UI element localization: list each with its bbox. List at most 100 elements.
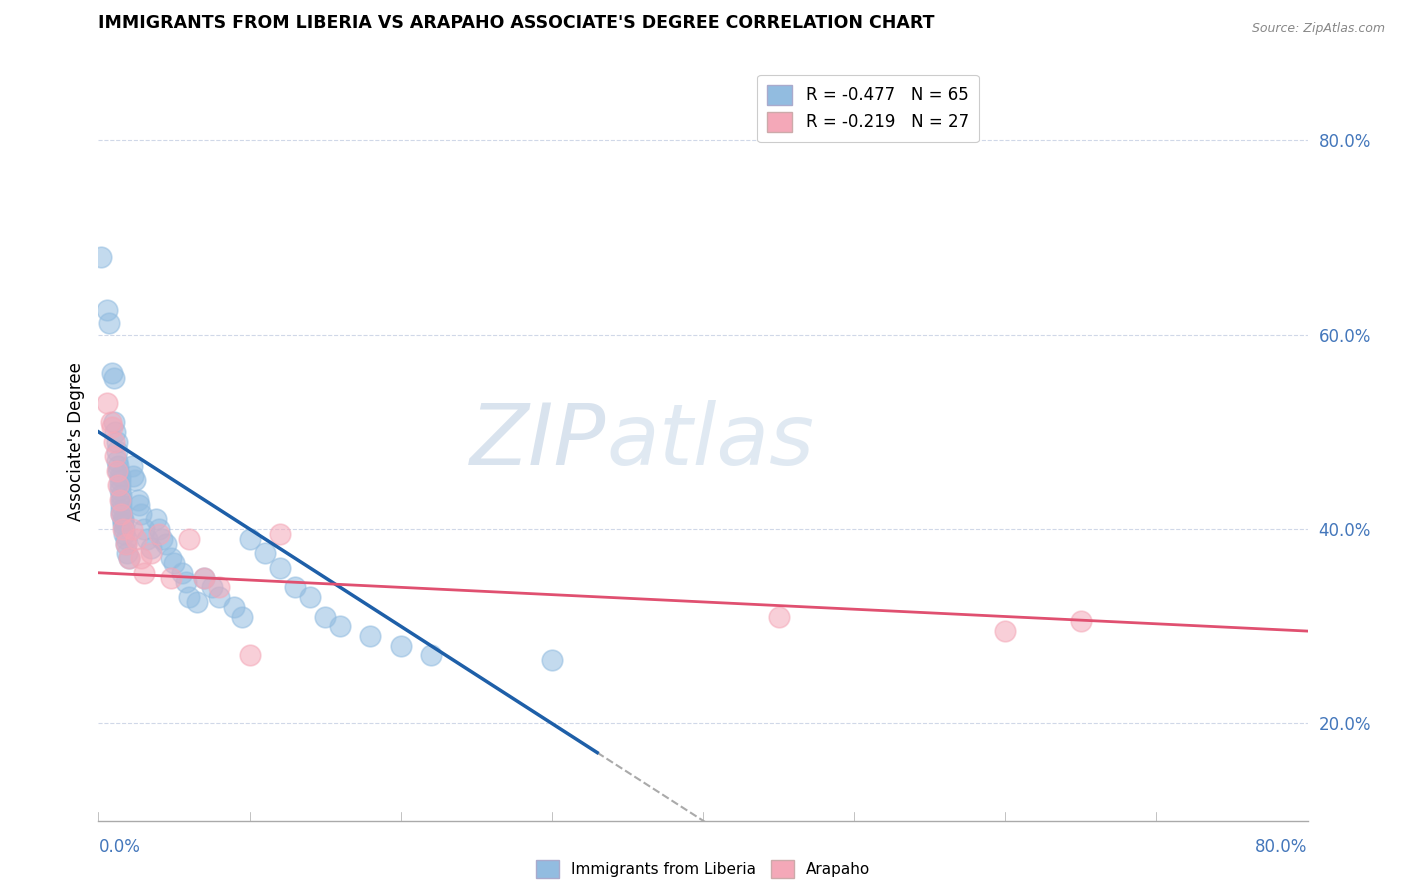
Point	[360, 629, 382, 643]
Point	[1070, 615, 1092, 629]
Point	[160, 571, 183, 585]
Point	[389, 639, 412, 653]
Point	[160, 551, 183, 566]
Point	[132, 522, 155, 536]
Point	[105, 434, 128, 449]
Point	[329, 619, 352, 633]
Point	[208, 590, 231, 604]
Text: IMMIGRANTS FROM LIBERIA VS ARAPAHO ASSOCIATE'S DEGREE CORRELATION CHART: IMMIGRANTS FROM LIBERIA VS ARAPAHO ASSOC…	[98, 14, 935, 32]
Point	[141, 541, 163, 556]
Point	[201, 580, 224, 594]
Point	[104, 449, 127, 463]
Point	[193, 571, 215, 585]
Point	[125, 532, 148, 546]
Point	[239, 532, 262, 546]
Point	[135, 532, 157, 546]
Point	[96, 303, 118, 318]
Point	[111, 522, 134, 536]
Point	[110, 502, 132, 516]
Point	[170, 566, 193, 580]
Point	[148, 527, 170, 541]
Point	[127, 492, 149, 507]
Point	[107, 464, 129, 478]
Point	[179, 532, 201, 546]
Point	[768, 609, 790, 624]
Point	[110, 508, 132, 522]
Point	[103, 434, 125, 449]
Point	[121, 458, 143, 473]
Point	[108, 478, 131, 492]
Point	[269, 527, 291, 541]
Point	[129, 551, 152, 566]
Point	[129, 508, 152, 522]
Point	[108, 492, 131, 507]
Point	[314, 609, 336, 624]
Point	[110, 508, 132, 522]
Point	[105, 454, 128, 468]
Point	[145, 512, 167, 526]
Point	[208, 580, 231, 594]
Point	[994, 624, 1017, 639]
Point	[155, 536, 177, 550]
Point	[107, 458, 129, 473]
Point	[253, 546, 276, 560]
Point	[112, 522, 135, 536]
Point	[150, 532, 173, 546]
Point	[239, 648, 262, 663]
Point	[124, 474, 146, 488]
Point	[112, 527, 135, 541]
Legend: R = -0.477   N = 65, R = -0.219   N = 27: R = -0.477 N = 65, R = -0.219 N = 27	[758, 75, 979, 142]
Point	[132, 566, 155, 580]
Point	[269, 561, 291, 575]
Point	[111, 512, 134, 526]
Point	[148, 522, 170, 536]
Point	[186, 595, 208, 609]
Point	[128, 498, 150, 512]
Point	[114, 536, 136, 550]
Point	[108, 474, 131, 488]
Point	[100, 415, 122, 429]
Point	[121, 522, 143, 536]
Point	[110, 492, 132, 507]
Point	[420, 648, 443, 663]
Point	[115, 546, 138, 560]
Point	[111, 514, 134, 528]
Text: Source: ZipAtlas.com: Source: ZipAtlas.com	[1251, 22, 1385, 36]
Point	[103, 371, 125, 385]
Text: atlas: atlas	[606, 400, 814, 483]
Point	[108, 483, 131, 497]
Point	[110, 488, 132, 502]
Y-axis label: Associate's Degree: Associate's Degree	[66, 362, 84, 521]
Point	[108, 468, 131, 483]
Point	[110, 498, 132, 512]
Point	[98, 316, 121, 330]
Point	[114, 532, 136, 546]
Point	[105, 444, 128, 458]
Point	[101, 420, 124, 434]
Text: 0.0%: 0.0%	[98, 838, 141, 856]
Point	[118, 551, 141, 566]
Point	[90, 250, 112, 264]
Point	[111, 517, 134, 532]
Point	[224, 599, 246, 614]
Point	[105, 464, 128, 478]
Point	[118, 551, 141, 566]
Point	[299, 590, 322, 604]
Text: 80.0%: 80.0%	[1256, 838, 1308, 856]
Point	[540, 653, 562, 667]
Legend: Immigrants from Liberia, Arapaho: Immigrants from Liberia, Arapaho	[530, 854, 876, 884]
Point	[141, 546, 163, 560]
Point	[107, 478, 129, 492]
Text: ZIP: ZIP	[470, 400, 606, 483]
Point	[104, 425, 127, 439]
Point	[284, 580, 307, 594]
Point	[193, 571, 215, 585]
Point	[231, 609, 253, 624]
Point	[163, 556, 186, 570]
Point	[103, 415, 125, 429]
Point	[114, 536, 136, 550]
Point	[96, 395, 118, 409]
Point	[174, 575, 197, 590]
Point	[122, 468, 145, 483]
Point	[101, 367, 124, 381]
